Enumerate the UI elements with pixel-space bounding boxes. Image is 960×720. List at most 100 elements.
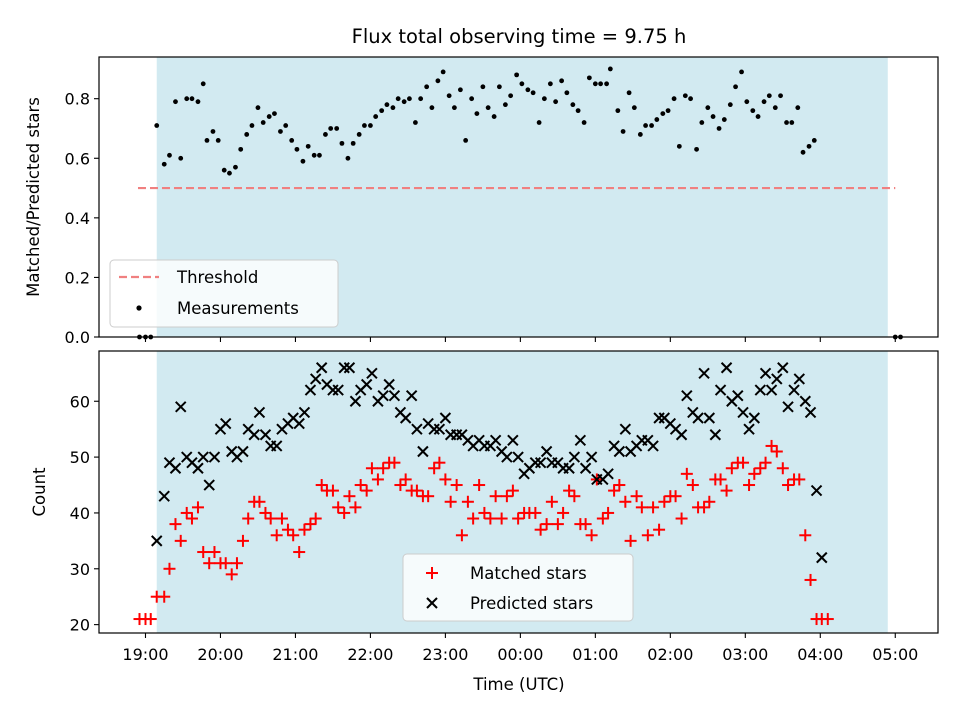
predicted-star-point (698, 367, 710, 380)
predicted-star-point (799, 395, 811, 407)
matched-star-point (304, 518, 317, 531)
predicted-star-point (405, 389, 418, 402)
matched-star-point (714, 473, 727, 486)
measurement-point (592, 81, 598, 87)
predicted-star-point (417, 445, 429, 458)
x-tick-label: 22:00 (347, 645, 393, 664)
matched-star-point (754, 462, 767, 475)
matched-star-point (144, 613, 157, 626)
predicted-star-point (771, 373, 783, 385)
measurement-point (440, 69, 446, 75)
top-measurement-points (137, 66, 903, 340)
measurement-point (502, 102, 508, 108)
predicted-star-point (540, 445, 553, 458)
measurement-point (739, 69, 744, 75)
matched-star-point (720, 484, 733, 497)
measurement-point (570, 102, 576, 108)
measurement-point (317, 152, 322, 158)
x-tick-label: 05:00 (872, 645, 918, 664)
measurement-point (604, 81, 609, 87)
matched-star-point (203, 557, 216, 570)
bottom-predicted-points (151, 362, 828, 564)
measurement-point (424, 84, 430, 90)
matched-star-point (158, 590, 171, 603)
measurement-point (598, 81, 604, 87)
matched-star-point (770, 445, 783, 458)
matched-star-point (647, 501, 660, 514)
measurement-point (643, 123, 648, 128)
legend-measurements-label: Measurements (177, 299, 299, 318)
predicted-star-point (714, 384, 727, 396)
matched-star-point (394, 479, 407, 492)
measurement-point (688, 96, 693, 102)
predicted-star-point (793, 373, 805, 385)
legend-matched-label: Matched stars (470, 564, 587, 583)
bottom-y-tick-label: 60 (70, 392, 90, 411)
chart-title: Flux total observing time = 9.75 h (352, 25, 687, 48)
measurement-point (811, 138, 817, 143)
measurement-point (401, 99, 407, 105)
measurement-point (620, 129, 626, 134)
measurement-point (278, 129, 283, 134)
measurement-point (289, 138, 295, 143)
measurement-point (311, 152, 317, 158)
matched-star-point (455, 529, 468, 542)
matched-star-point (332, 501, 345, 514)
predicted-star-point (692, 412, 704, 424)
measurement-point (705, 105, 711, 111)
matched-star-point (669, 490, 682, 503)
predicted-star-point (360, 378, 373, 391)
measurement-point (615, 108, 621, 114)
matched-star-point (557, 506, 570, 519)
matched-star-point (315, 479, 328, 492)
measurement-point (665, 108, 671, 114)
predicted-star-point (366, 367, 378, 380)
predicted-star-point (602, 468, 614, 480)
predicted-star-point (507, 434, 519, 447)
matched-star-point (377, 462, 390, 475)
matched-star-point (759, 456, 772, 469)
predicted-star-point (338, 362, 350, 374)
measurement-point (525, 87, 531, 93)
predicted-star-point (563, 462, 575, 474)
measurement-point (541, 96, 547, 102)
measurement-point (496, 84, 502, 90)
matched-star-point (743, 479, 756, 492)
predicted-star-point (732, 389, 744, 402)
predicted-star-point (259, 429, 272, 441)
predicted-star-point (169, 462, 182, 474)
measurement-point (559, 78, 565, 84)
matched-star-point (467, 512, 480, 525)
measurement-point (457, 87, 463, 93)
predicted-star-point (293, 417, 305, 430)
matched-star-point (309, 512, 322, 525)
predicted-star-point (777, 362, 789, 374)
predicted-star-point (439, 412, 452, 424)
bottom-matched-points (133, 439, 834, 626)
matched-star-point (484, 512, 497, 525)
measurement-point (564, 90, 570, 96)
predicted-star-point (304, 384, 317, 396)
measurement-point (750, 108, 756, 114)
predicted-star-point (681, 389, 693, 402)
matched-star-point (343, 490, 356, 503)
measurement-point (626, 90, 632, 96)
matched-star-point (703, 495, 716, 508)
measurement-point (305, 143, 311, 149)
predicted-star-point (399, 412, 412, 424)
legend-threshold-label: Threshold (176, 268, 258, 287)
matched-star-point (506, 484, 519, 497)
predicted-star-point (501, 451, 513, 463)
measurement-point (233, 164, 238, 170)
measurement-point (581, 120, 587, 125)
predicted-star-point (788, 384, 800, 396)
x-tick-label: 21:00 (272, 645, 318, 664)
matched-star-point (821, 613, 834, 626)
matched-star-point (287, 529, 300, 542)
matched-star-point (422, 490, 435, 503)
predicted-star-point (579, 462, 592, 474)
measurement-point (395, 96, 401, 102)
matched-star-point (545, 495, 558, 508)
matched-star-point (230, 557, 243, 570)
